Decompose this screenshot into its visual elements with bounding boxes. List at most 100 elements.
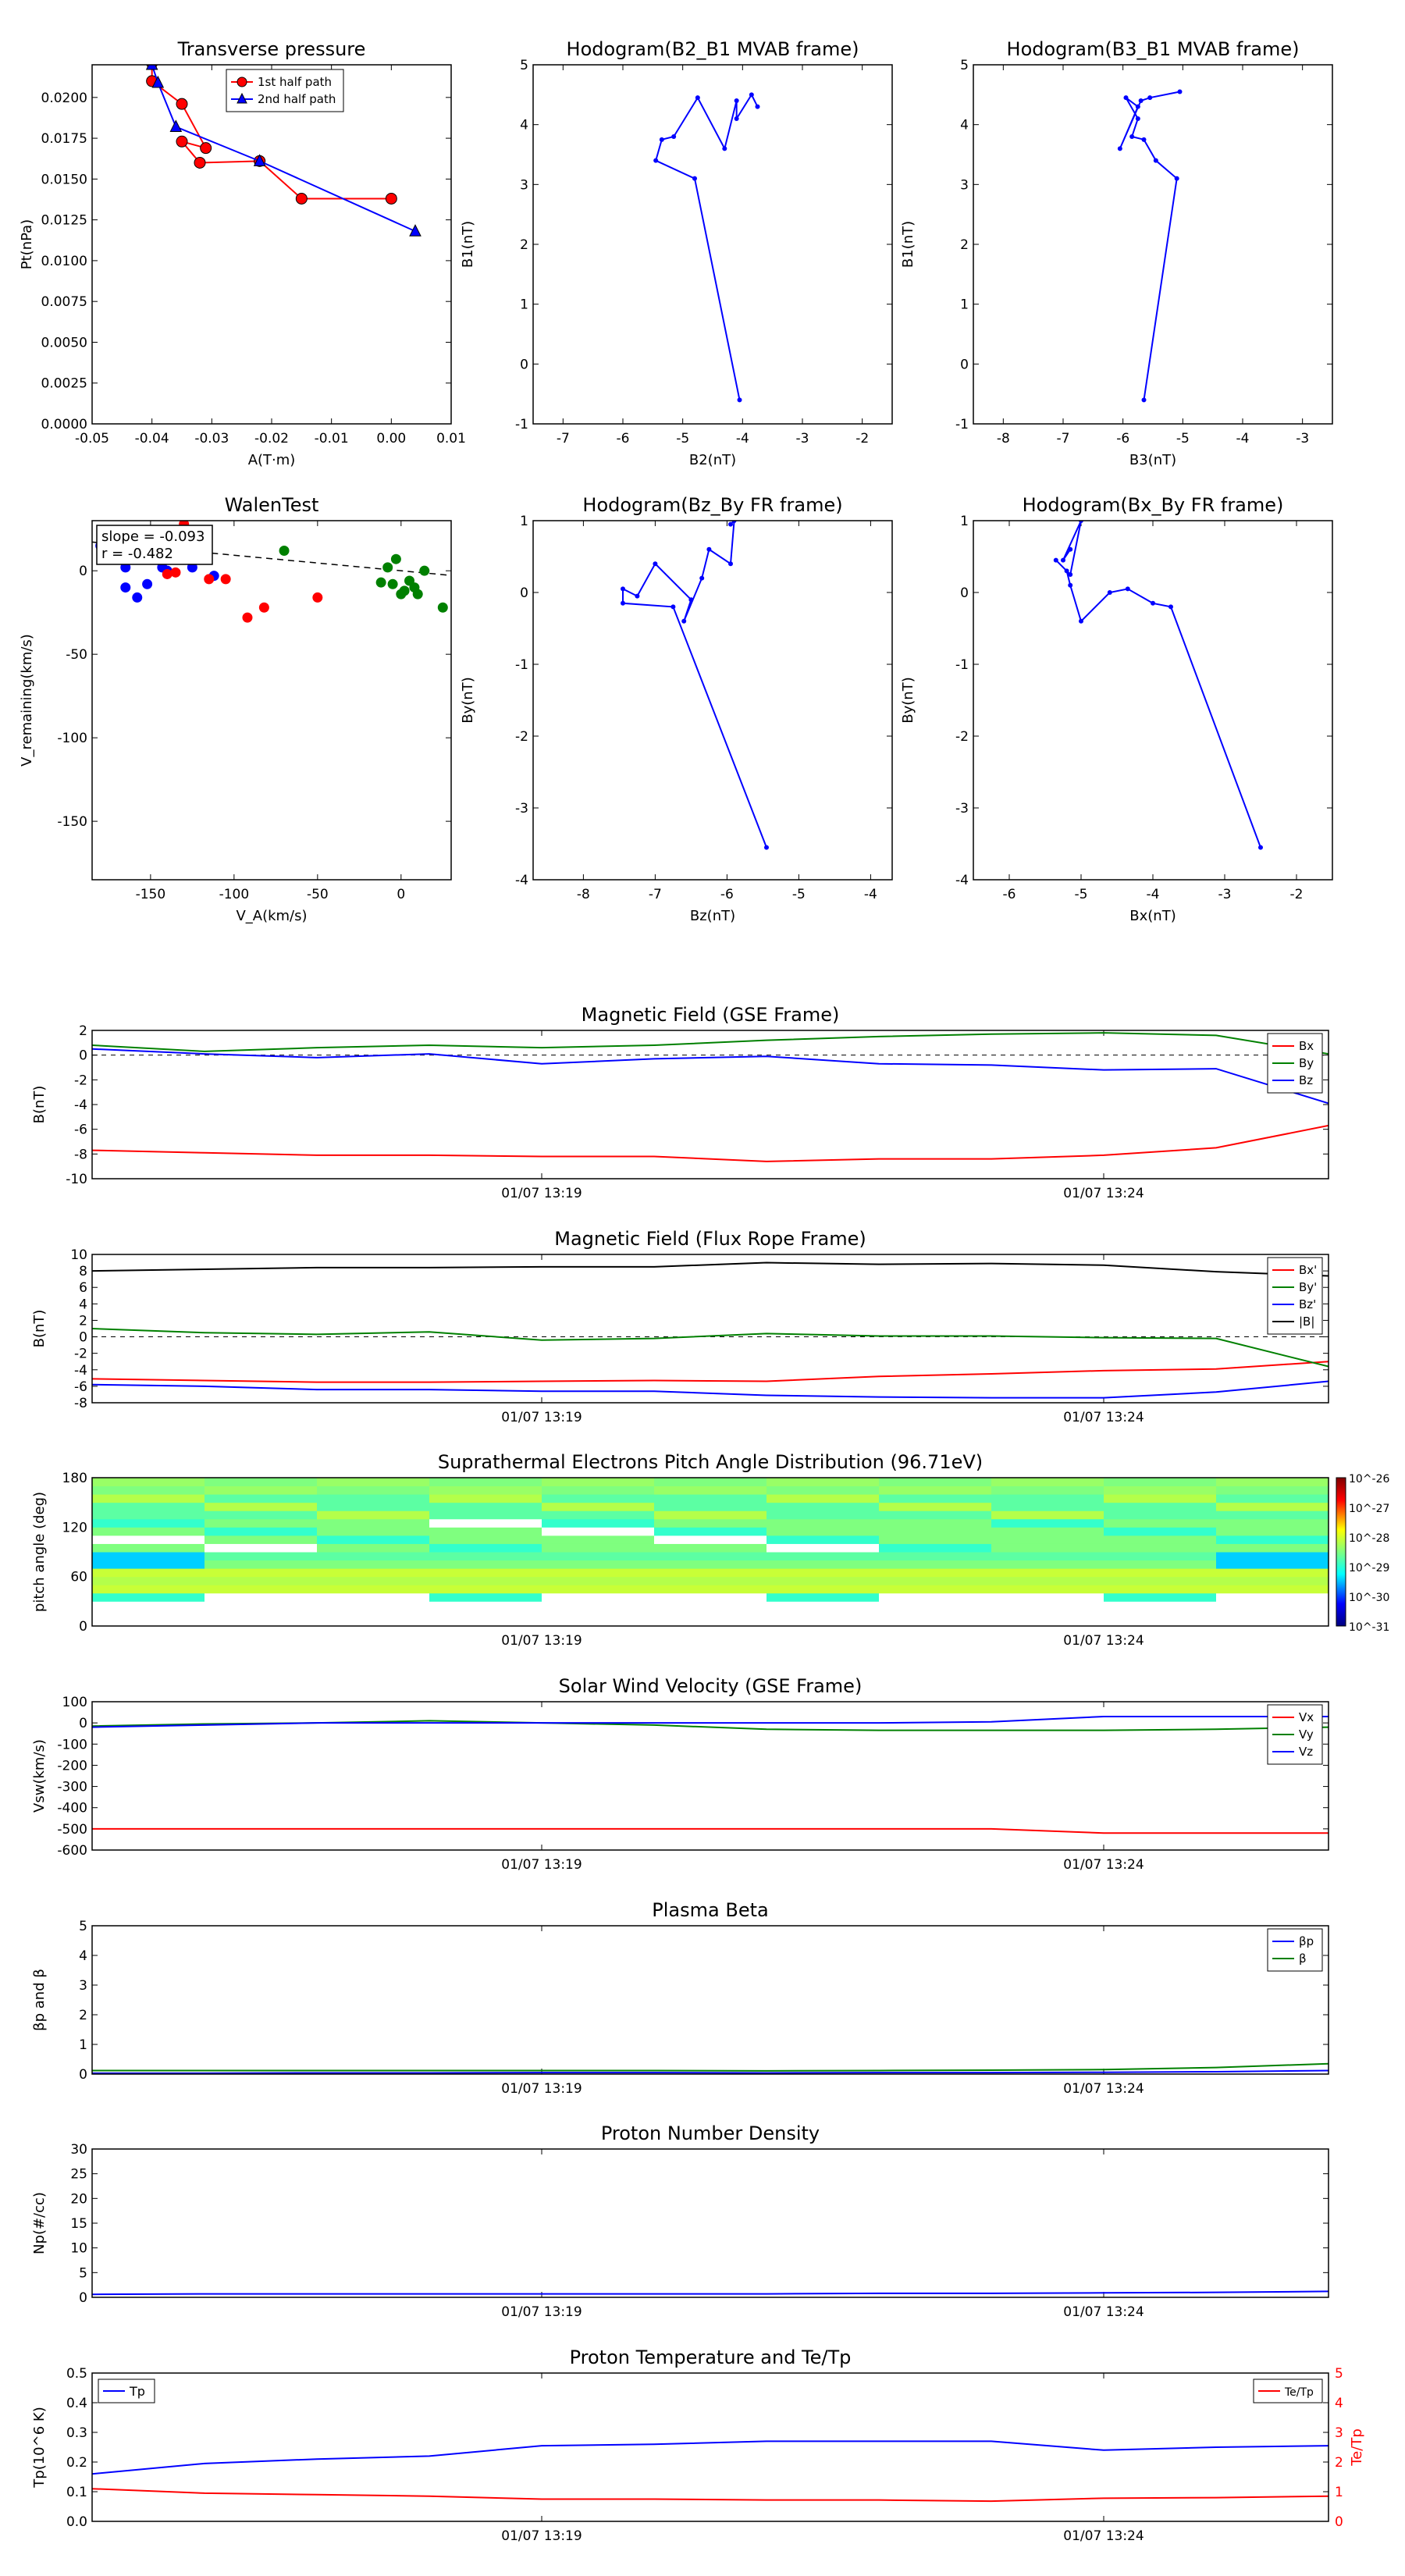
y-axis-label: By(nT) xyxy=(460,677,476,723)
y-tick-label: -100 xyxy=(57,1737,87,1752)
heatmap-cell xyxy=(205,1518,318,1528)
heatmap-cell xyxy=(1104,1609,1217,1618)
plot-area xyxy=(92,1261,1329,1399)
legend-label: By xyxy=(1299,1056,1314,1070)
heatmap-cell xyxy=(542,1535,655,1544)
heatmap-cell xyxy=(1104,1543,1217,1553)
y-tick-label: -4 xyxy=(74,1363,87,1379)
y-tick-label: -6 xyxy=(74,1379,87,1395)
heatmap-cell xyxy=(767,1478,880,1487)
legend-label: Vz xyxy=(1299,1745,1313,1759)
y-tick-label: -500 xyxy=(57,1822,87,1838)
x-tick-label: -8 xyxy=(997,431,1010,447)
data-point xyxy=(1153,158,1158,163)
x-tick-label: 01/07 13:24 xyxy=(1063,1186,1144,1201)
plot-area xyxy=(92,1716,1329,1834)
data-point xyxy=(728,561,733,567)
data-point xyxy=(692,176,697,181)
data-point xyxy=(404,575,415,586)
heatmap-cell xyxy=(654,1552,767,1561)
heatmap-cell xyxy=(991,1535,1104,1544)
heatmap-cell xyxy=(317,1576,430,1585)
x-tick-label: -50 xyxy=(307,887,329,902)
heatmap-cell xyxy=(991,1552,1104,1561)
data-point xyxy=(749,92,754,98)
legend-label: β xyxy=(1299,1952,1307,1966)
y-tick-label: -4 xyxy=(955,873,969,888)
heatmap-cell xyxy=(317,1494,430,1503)
heatmap-cell xyxy=(654,1609,767,1618)
heatmap-cell xyxy=(542,1478,655,1487)
data-point xyxy=(387,578,398,589)
data-point xyxy=(1123,95,1129,101)
axes-frame xyxy=(532,520,893,881)
x-tick-label: 01/07 13:19 xyxy=(501,2304,582,2320)
heatmap-cell xyxy=(1216,1617,1329,1626)
y-tick-label: 180 xyxy=(62,1471,87,1486)
x-tick-label: 01/07 13:19 xyxy=(501,1410,582,1425)
legend-label: Vy xyxy=(1299,1727,1314,1742)
heatmap-cell xyxy=(429,1617,542,1626)
chart-title: WalenTest xyxy=(225,494,319,516)
chart-h3: Hodogram(Bz_By FR frame) -4 -3 -2 -1 0 1 -8 -7 -6… xyxy=(460,494,893,924)
heatmap-cell xyxy=(767,1552,880,1561)
heatmap-cell xyxy=(205,1527,318,1536)
x-tick-label: -7 xyxy=(557,431,570,447)
heatmap-cell xyxy=(1104,1535,1217,1544)
series-line xyxy=(92,2062,1329,2072)
heatmap-cell xyxy=(92,1552,205,1561)
heatmap-cell xyxy=(542,1510,655,1520)
y-tick-label: 30 xyxy=(70,2142,87,2158)
heatmap-cell xyxy=(1216,1518,1329,1528)
heatmap-cell xyxy=(542,1560,655,1569)
heatmap-cell xyxy=(205,1502,318,1511)
heatmap-cell xyxy=(1104,1568,1217,1578)
heatmap-cell xyxy=(879,1592,992,1602)
heatmap-cell xyxy=(92,1560,205,1569)
axes-frame xyxy=(91,1701,1329,1851)
colorbar-label: 10^-27 xyxy=(1349,1503,1389,1515)
x-tick-label: -6 xyxy=(1116,431,1129,447)
heatmap-cell xyxy=(1104,1485,1217,1495)
heatmap-cell xyxy=(542,1485,655,1495)
y-tick-label: -100 xyxy=(57,731,87,746)
x-tick-label: 01/07 13:19 xyxy=(501,1633,582,1649)
x-tick-label: 01/07 13:24 xyxy=(1063,2528,1144,2544)
data-point xyxy=(382,562,393,573)
data-point xyxy=(412,589,423,600)
heatmap-cell xyxy=(1104,1601,1217,1610)
x-tick-label: -4 xyxy=(1236,431,1250,447)
heatmap-cell xyxy=(1104,1527,1217,1536)
heatmap-cell xyxy=(654,1494,767,1503)
x-tick-label: -6 xyxy=(1003,887,1016,902)
data-point xyxy=(653,561,658,567)
data-point xyxy=(681,618,687,624)
heatmap-cell xyxy=(317,1535,430,1544)
plot-area xyxy=(621,521,769,850)
y-tick-label: 0 xyxy=(79,2290,87,2306)
y-tick-label: 4 xyxy=(520,118,528,133)
heatmap-cell xyxy=(205,1510,318,1520)
data-point xyxy=(695,95,700,101)
heatmap-cell xyxy=(991,1494,1104,1503)
y-tick-label: -600 xyxy=(57,1843,87,1859)
y-axis-label: V_remaining(km/s) xyxy=(19,634,35,767)
chart-title: Plasma Beta xyxy=(652,1899,768,1921)
data-point xyxy=(1141,397,1147,403)
x-axis-label: V_A(km/s) xyxy=(236,908,307,924)
heatmap-cell xyxy=(654,1585,767,1594)
legend-box xyxy=(226,69,344,112)
legend-label: Tp xyxy=(129,2384,145,2399)
chart-title: Hodogram(Bz_By FR frame) xyxy=(582,494,842,516)
heatmap-cell xyxy=(991,1592,1104,1602)
x-tick-label: -5 xyxy=(1176,431,1190,447)
data-point xyxy=(670,604,676,610)
y-tick-label: 0.0125 xyxy=(41,213,87,229)
y-tick-label: 0.0075 xyxy=(41,294,87,310)
y-tick-label: -300 xyxy=(57,1780,87,1795)
x-tick-label: -7 xyxy=(1057,431,1070,447)
data-point xyxy=(1068,546,1073,552)
heatmap-cell xyxy=(429,1560,542,1569)
data-point xyxy=(671,134,677,139)
chart-tp_temp: Proton Temperature and Te/Tp 0.0 0.1 0.2 0.3… xyxy=(31,2347,1365,2544)
